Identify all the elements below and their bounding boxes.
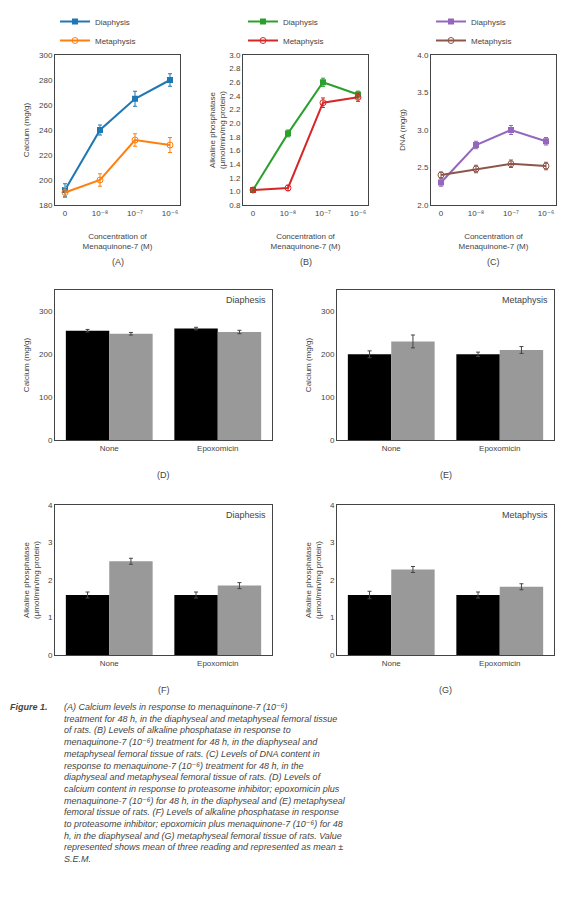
svg-text:180: 180: [39, 201, 53, 210]
svg-text:1.4: 1.4: [229, 160, 241, 169]
svg-text:Diaphysis: Diaphysis: [283, 18, 318, 27]
svg-text:(F): (F): [158, 685, 170, 695]
svg-text:10⁻⁸: 10⁻⁸: [92, 209, 109, 218]
svg-text:Concentration ofMenaquinone-7: Concentration ofMenaquinone-7 (M): [271, 232, 341, 251]
svg-text:(E): (E): [440, 470, 452, 480]
svg-text:Metaphysis: Metaphysis: [502, 510, 548, 520]
svg-text:3: 3: [330, 538, 335, 547]
svg-text:2.4: 2.4: [229, 92, 241, 101]
svg-text:None: None: [382, 659, 402, 668]
svg-text:10⁻⁸: 10⁻⁸: [468, 209, 485, 218]
svg-text:0.8: 0.8: [229, 201, 241, 210]
svg-text:Figure 1.: Figure 1.: [10, 702, 48, 712]
svg-text:(B): (B): [300, 257, 312, 267]
svg-text:10⁻⁷: 10⁻⁷: [315, 209, 331, 218]
svg-text:Metaphysis: Metaphysis: [471, 37, 511, 46]
svg-text:200: 200: [39, 350, 53, 359]
svg-text:2: 2: [330, 576, 335, 585]
svg-text:10⁻⁸: 10⁻⁸: [280, 209, 297, 218]
svg-text:Calcium (mg/g): Calcium (mg/g): [22, 103, 31, 158]
svg-text:280: 280: [39, 76, 53, 85]
svg-text:2.6: 2.6: [229, 78, 241, 87]
svg-text:200: 200: [39, 176, 53, 185]
svg-text:Calcium (mg/g): Calcium (mg/g): [304, 338, 313, 393]
svg-text:2: 2: [48, 576, 53, 585]
svg-text:Epoxomicin: Epoxomicin: [479, 444, 520, 453]
svg-text:Epoxomicin: Epoxomicin: [479, 659, 520, 668]
svg-text:Diaphysis: Diaphysis: [95, 18, 130, 27]
svg-text:1.2: 1.2: [229, 174, 241, 183]
svg-text:1: 1: [48, 613, 53, 622]
svg-text:100: 100: [39, 393, 53, 402]
svg-text:0: 0: [439, 209, 444, 218]
svg-text:3.5: 3.5: [417, 88, 429, 97]
svg-text:Concentration ofMenaquinone-7: Concentration ofMenaquinone-7 (M): [83, 232, 153, 251]
svg-text:Diaphysis: Diaphysis: [471, 18, 506, 27]
svg-text:0: 0: [48, 436, 53, 445]
svg-text:1.6: 1.6: [229, 146, 241, 155]
svg-text:Metaphysis: Metaphysis: [283, 37, 323, 46]
svg-text:Epoxomicin: Epoxomicin: [197, 659, 238, 668]
svg-text:Diaphesis: Diaphesis: [226, 510, 266, 520]
svg-text:Calcium (mg/g): Calcium (mg/g): [22, 338, 31, 393]
svg-text:10⁻⁶: 10⁻⁶: [162, 209, 178, 218]
svg-text:300: 300: [39, 307, 53, 316]
svg-text:0: 0: [330, 436, 335, 445]
svg-text:3: 3: [48, 538, 53, 547]
svg-text:0: 0: [63, 209, 68, 218]
svg-text:240: 240: [39, 126, 53, 135]
svg-text:2.0: 2.0: [229, 119, 241, 128]
svg-text:0: 0: [48, 651, 53, 660]
svg-text:2.0: 2.0: [417, 201, 429, 210]
svg-text:10⁻⁷: 10⁻⁷: [503, 209, 519, 218]
svg-text:DNA (mg/g): DNA (mg/g): [398, 109, 407, 151]
svg-text:3.0: 3.0: [417, 126, 429, 135]
svg-text:200: 200: [321, 350, 335, 359]
svg-text:Concentration ofMenaquinone-7: Concentration ofMenaquinone-7 (M): [459, 232, 529, 251]
svg-text:300: 300: [321, 307, 335, 316]
svg-text:1: 1: [330, 613, 335, 622]
svg-text:4.0: 4.0: [417, 51, 429, 60]
svg-text:2.8: 2.8: [229, 64, 241, 73]
svg-text:300: 300: [39, 51, 53, 60]
svg-text:1.8: 1.8: [229, 133, 241, 142]
svg-text:10⁻⁶: 10⁻⁶: [350, 209, 366, 218]
svg-text:Epoxomicin: Epoxomicin: [197, 444, 238, 453]
svg-text:0: 0: [251, 209, 256, 218]
svg-text:3.0: 3.0: [229, 51, 241, 60]
svg-text:1.0: 1.0: [229, 187, 241, 196]
svg-text:220: 220: [39, 151, 53, 160]
svg-text:2.5: 2.5: [417, 163, 429, 172]
svg-text:Diaphesis: Diaphesis: [226, 295, 266, 305]
svg-text:(A) Calcium levels in response: (A) Calcium levels in response to menaqu…: [64, 702, 346, 864]
svg-text:100: 100: [321, 393, 335, 402]
svg-text:4: 4: [48, 501, 53, 510]
svg-text:4: 4: [330, 501, 335, 510]
svg-text:10⁻⁷: 10⁻⁷: [127, 209, 143, 218]
svg-text:(C): (C): [487, 257, 500, 267]
svg-text:Alkaline phosphatase(μmol/min/: Alkaline phosphatase(μmol/min/mg protein…: [304, 541, 323, 619]
svg-text:None: None: [100, 659, 120, 668]
svg-text:(A): (A): [112, 257, 124, 267]
svg-text:260: 260: [39, 101, 53, 110]
svg-text:0: 0: [330, 651, 335, 660]
svg-text:None: None: [100, 444, 120, 453]
svg-text:Alkaline phosphatase(μmol/min/: Alkaline phosphatase(μmol/min/mg protein…: [22, 541, 41, 619]
svg-text:None: None: [382, 444, 402, 453]
svg-text:Alkaline phosphatase(μmol/min/: Alkaline phosphatase(μmol/min/mg protein…: [208, 91, 227, 169]
svg-text:2.2: 2.2: [229, 105, 241, 114]
svg-text:Metaphysis: Metaphysis: [95, 37, 135, 46]
svg-text:10⁻⁶: 10⁻⁶: [538, 209, 554, 218]
svg-text:Metaphysis: Metaphysis: [502, 295, 548, 305]
svg-text:(G): (G): [439, 685, 452, 695]
svg-text:(D): (D): [157, 470, 170, 480]
